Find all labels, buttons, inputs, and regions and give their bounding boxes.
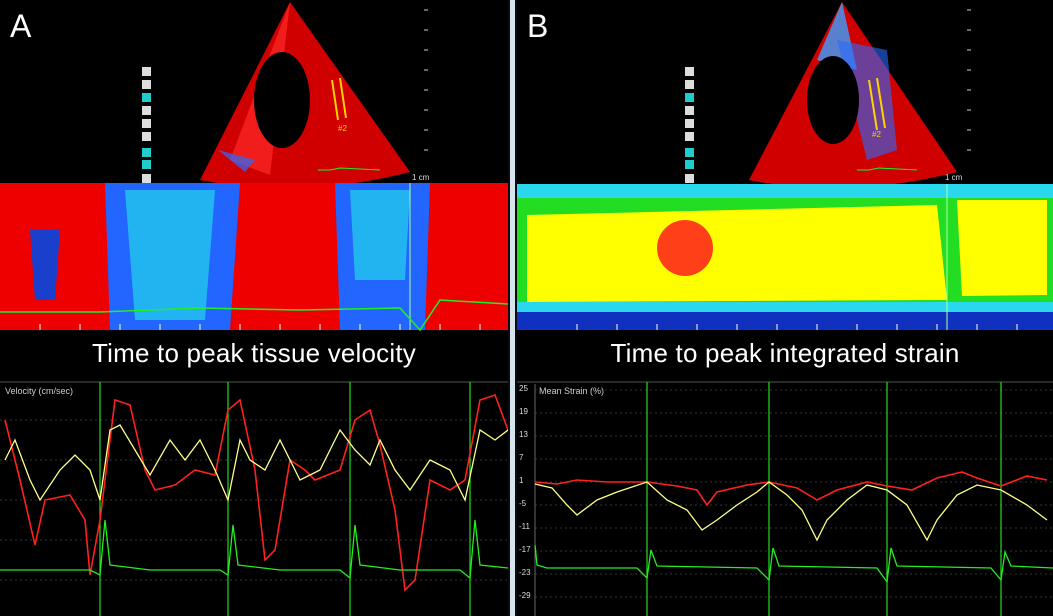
y-tick: -29 [519,591,531,600]
ecg-trace-a [0,519,508,580]
y-tick: -17 [519,545,531,554]
strain-trace-red-b [534,471,1048,507]
y-tick: 1 [519,476,524,485]
y-tick: 13 [519,430,528,439]
mmode-a [0,183,508,330]
caption-b: Time to peak integrated strain [610,338,960,368]
depth-scale-a [424,9,428,151]
panel-b-graphics [517,2,1053,616]
trace-area-b [517,382,1053,616]
tool-icons-b [685,67,694,183]
strain-trace-yellow-b [534,481,1048,542]
panel-a: A 1 cm #2 Time to peak tissue velocity V… [0,0,508,616]
y-tick: 25 [519,384,528,393]
panel-divider [510,0,515,616]
tool-icons-a [142,67,151,183]
region-label-a: #2 [338,124,347,133]
trace-label-a: Velocity (cm/sec) [5,386,74,396]
y-tick: 19 [519,407,528,416]
velocity-trace-red-a [4,393,508,592]
scale-label-a: 1 cm [412,173,430,182]
ecg-trace-b [534,544,1053,584]
velocity-trace-yellow-a [4,424,508,503]
scale-label-b: 1 cm [945,173,963,182]
y-tick: -11 [519,522,530,531]
panel-letter-a: A [10,8,32,44]
y-tick: 7 [519,453,524,462]
caption-a: Time to peak tissue velocity [92,338,416,368]
panel-a-graphics [0,2,508,616]
panel-b: B 1 cm #2 Time to peak integrated strain… [517,0,1053,616]
y-tick: -23 [519,568,531,577]
y-tick: -5 [519,499,527,508]
region-label-b: #2 [872,130,881,139]
trace-area-a [0,382,508,616]
trace-label-b: Mean Strain (%) [539,386,605,396]
panel-letter-b: B [527,8,549,44]
